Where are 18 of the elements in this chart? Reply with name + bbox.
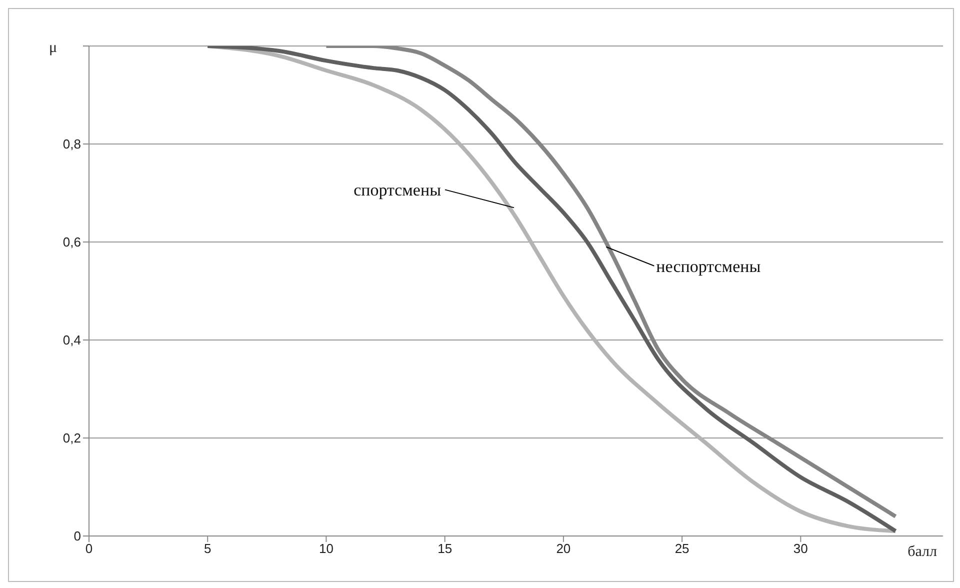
x-tick-label: 5 [204, 541, 212, 556]
line-series [206, 46, 898, 534]
x-tick-label: 25 [674, 541, 690, 556]
y-tick-label: 0 [74, 528, 81, 544]
annotation: неспортсмены [656, 256, 762, 276]
y-tick-label: 0,8 [62, 136, 81, 152]
y-tick-label: 0,2 [62, 430, 81, 446]
y-tick-label: 0,4 [62, 332, 81, 348]
line-series [324, 46, 898, 518]
x-tick-label: 20 [556, 541, 571, 556]
x-tick-label: 30 [793, 541, 808, 556]
y-axis-title: μ [49, 40, 58, 56]
x-tick-label: 10 [318, 541, 334, 556]
annotation: спортсмены [354, 180, 442, 200]
x-tick-label: 0 [85, 541, 93, 556]
x-tick-label: 15 [438, 541, 452, 556]
y-tick-label: 0,6 [62, 234, 81, 250]
x-axis-title: балл [908, 544, 938, 560]
